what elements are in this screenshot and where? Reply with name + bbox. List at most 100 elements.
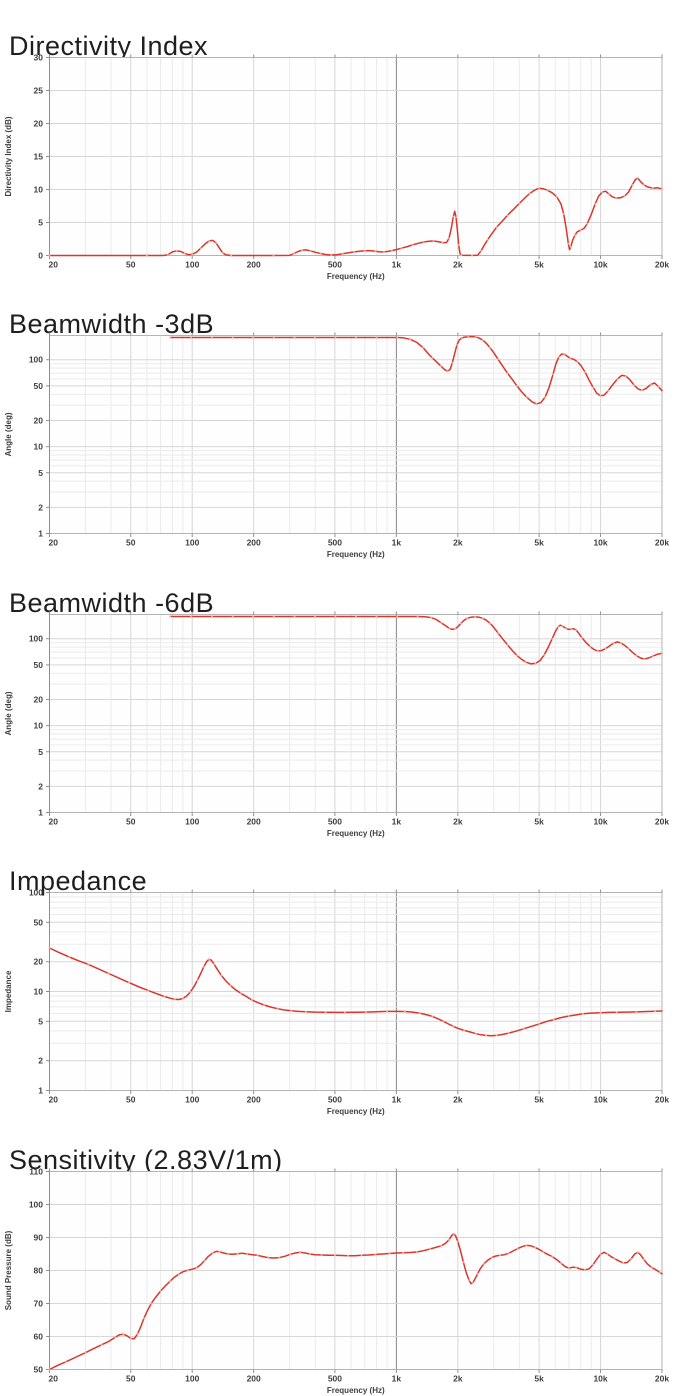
directivity-index-plot: 20 50 100 200 500 1k 2k 5k 10k 20k 0 5 10 15 20 25 30 Fre… — [4, 54, 669, 281]
svg-text:Angle (deg): Angle (deg) — [4, 412, 13, 456]
svg-text:20k: 20k — [655, 538, 669, 548]
chart-section-impedance: Impedance 20 50 100 200 500 1k 2k 5k 10k 20k 1 2 5 10… — [0, 835, 677, 1116]
svg-text:25: 25 — [34, 86, 44, 96]
svg-text:2k: 2k — [453, 538, 463, 548]
svg-text:1k: 1k — [392, 260, 402, 270]
svg-text:5: 5 — [38, 1016, 43, 1026]
svg-text:Frequency (Hz): Frequency (Hz) — [327, 272, 385, 281]
svg-text:50: 50 — [34, 1365, 44, 1375]
svg-text:100: 100 — [29, 889, 43, 898]
svg-text:50: 50 — [126, 817, 136, 827]
svg-text:2: 2 — [38, 502, 43, 512]
chart-title: Sensitivity (2.83V/1m) — [9, 1145, 283, 1176]
svg-text:200: 200 — [247, 538, 261, 548]
svg-text:2: 2 — [38, 1056, 43, 1066]
svg-text:100: 100 — [185, 260, 199, 270]
svg-text:100: 100 — [29, 355, 43, 365]
svg-text:100: 100 — [29, 634, 43, 644]
svg-text:200: 200 — [247, 1095, 261, 1105]
svg-text:70: 70 — [34, 1299, 44, 1309]
svg-text:10k: 10k — [593, 1374, 607, 1384]
svg-text:5k: 5k — [534, 538, 544, 548]
svg-text:Directivity Index (dB): Directivity Index (dB) — [4, 116, 13, 196]
chart-section-beamwidth-3db: Beamwidth -3dB 20 50 100 200 500 1k 2k 5k 10k 20k… — [0, 278, 677, 559]
sensitivity-plot: 20 50 100 200 500 1k 2k 5k 10k 20k 50 60 70 80 90 100 11… — [4, 1168, 669, 1395]
svg-text:10k: 10k — [593, 1095, 607, 1105]
svg-text:1k: 1k — [392, 1095, 402, 1105]
chart-section-sensitivity: Sensitivity (2.83V/1m) 20 50 100 200 500 1k 2k… — [0, 1114, 677, 1395]
svg-text:30: 30 — [34, 54, 44, 63]
svg-text:2k: 2k — [453, 1095, 463, 1105]
svg-text:500: 500 — [328, 1095, 342, 1105]
svg-text:Frequency (Hz): Frequency (Hz) — [327, 829, 385, 838]
svg-text:50: 50 — [126, 1095, 136, 1105]
svg-text:2k: 2k — [453, 1374, 463, 1384]
chart-title: Beamwidth -6dB — [9, 588, 215, 619]
svg-text:10: 10 — [34, 721, 44, 731]
svg-text:20: 20 — [34, 694, 44, 704]
svg-text:10k: 10k — [593, 538, 607, 548]
chart-title: Impedance — [9, 866, 148, 897]
svg-text:10: 10 — [34, 987, 44, 997]
svg-text:50: 50 — [126, 538, 136, 548]
svg-text:100: 100 — [29, 1200, 43, 1210]
svg-text:5k: 5k — [534, 1374, 544, 1384]
svg-text:200: 200 — [247, 1374, 261, 1384]
svg-text:1k: 1k — [392, 817, 402, 827]
svg-text:Frequency (Hz): Frequency (Hz) — [327, 1386, 385, 1395]
svg-text:200: 200 — [247, 260, 261, 270]
svg-text:2k: 2k — [453, 260, 463, 270]
svg-text:60: 60 — [34, 1332, 44, 1342]
chart-section-directivity-index: Directivity Index 20 50 100 200 500 1k 2k 5k 10k… — [0, 0, 677, 281]
svg-text:500: 500 — [328, 538, 342, 548]
svg-text:80: 80 — [34, 1266, 44, 1276]
chart-title: Directivity Index — [9, 31, 209, 62]
svg-text:20: 20 — [34, 957, 44, 967]
svg-text:50: 50 — [34, 381, 44, 391]
svg-text:500: 500 — [328, 260, 342, 270]
svg-text:90: 90 — [34, 1233, 44, 1243]
svg-text:1: 1 — [38, 1086, 43, 1096]
svg-text:1k: 1k — [392, 1374, 402, 1384]
svg-text:10: 10 — [34, 185, 44, 195]
svg-text:2k: 2k — [453, 817, 463, 827]
svg-text:1: 1 — [38, 529, 43, 539]
svg-text:20k: 20k — [655, 260, 669, 270]
svg-text:100: 100 — [185, 538, 199, 548]
svg-text:200: 200 — [247, 817, 261, 827]
svg-text:100: 100 — [185, 1374, 199, 1384]
svg-text:20: 20 — [49, 1095, 59, 1105]
svg-text:0: 0 — [38, 251, 43, 261]
svg-text:500: 500 — [328, 817, 342, 827]
svg-text:5k: 5k — [534, 1095, 544, 1105]
svg-text:Frequency (Hz): Frequency (Hz) — [327, 550, 385, 559]
chart-section-beamwidth-6db: Beamwidth -6dB 20 50 100 200 500 1k 2k 5k 10k 20k… — [0, 557, 677, 838]
svg-text:5: 5 — [38, 468, 43, 478]
svg-text:20: 20 — [49, 260, 59, 270]
svg-text:1: 1 — [38, 808, 43, 818]
svg-text:20k: 20k — [655, 1374, 669, 1384]
svg-text:Sound Pressure (dB): Sound Pressure (dB) — [4, 1230, 13, 1310]
beamwidth-3db-plot: 20 50 100 200 500 1k 2k 5k 10k 20k 1 2 5 10 20 50 100 Fre… — [4, 332, 669, 559]
svg-text:20: 20 — [34, 415, 44, 425]
svg-text:2: 2 — [38, 781, 43, 791]
svg-text:50: 50 — [126, 1374, 136, 1384]
svg-text:5k: 5k — [534, 260, 544, 270]
svg-text:20k: 20k — [655, 817, 669, 827]
svg-text:100: 100 — [185, 817, 199, 827]
svg-text:15: 15 — [34, 152, 44, 162]
svg-text:20: 20 — [34, 119, 44, 129]
svg-text:5k: 5k — [534, 817, 544, 827]
svg-text:20: 20 — [49, 538, 59, 548]
svg-text:10: 10 — [34, 442, 44, 452]
svg-text:10k: 10k — [593, 817, 607, 827]
svg-text:50: 50 — [126, 260, 136, 270]
svg-text:110: 110 — [29, 1168, 43, 1177]
svg-text:50: 50 — [34, 660, 44, 670]
svg-text:100: 100 — [185, 1095, 199, 1105]
svg-text:500: 500 — [328, 1374, 342, 1384]
impedance-plot: 20 50 100 200 500 1k 2k 5k 10k 20k 1 2 5 10 20 50 100 Fre… — [4, 889, 669, 1116]
svg-text:Angle (deg): Angle (deg) — [4, 691, 13, 735]
svg-text:Frequency (Hz): Frequency (Hz) — [327, 1107, 385, 1116]
